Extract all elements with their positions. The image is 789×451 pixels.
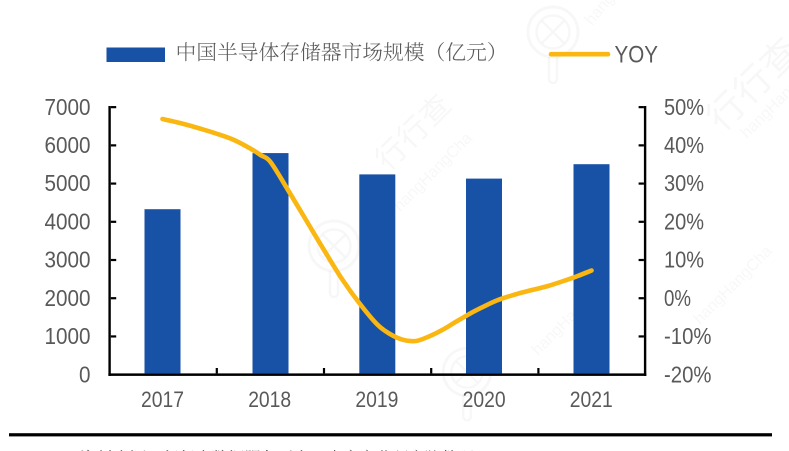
svg-text:-20%: -20%: [664, 361, 712, 387]
svg-text:50%: 50%: [664, 94, 704, 120]
svg-text:0: 0: [79, 361, 91, 387]
svg-text:10%: 10%: [664, 247, 704, 273]
svg-text:2021: 2021: [570, 387, 613, 412]
svg-text:2020: 2020: [463, 387, 506, 412]
svg-text:7000: 7000: [45, 94, 91, 120]
svg-text:4000: 4000: [45, 208, 91, 234]
svg-text:2018: 2018: [248, 387, 291, 412]
svg-text:0%: 0%: [664, 285, 691, 311]
svg-text:2019: 2019: [355, 387, 398, 412]
svg-text:6000: 6000: [45, 132, 91, 158]
svg-text:2017: 2017: [141, 387, 184, 412]
svg-text:5000: 5000: [45, 170, 91, 196]
svg-text:1000: 1000: [45, 323, 91, 349]
svg-text:2000: 2000: [45, 285, 91, 311]
svg-text:YOY: YOY: [615, 42, 659, 69]
svg-text:30%: 30%: [664, 170, 704, 196]
svg-text:3000: 3000: [45, 247, 91, 273]
svg-text:20%: 20%: [664, 208, 704, 234]
svg-text:-10%: -10%: [664, 323, 712, 349]
svg-text:40%: 40%: [664, 132, 704, 158]
